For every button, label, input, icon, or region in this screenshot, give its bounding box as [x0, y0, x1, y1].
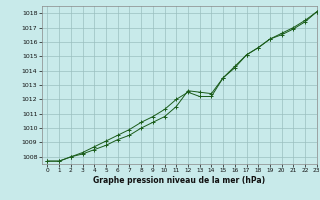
X-axis label: Graphe pression niveau de la mer (hPa): Graphe pression niveau de la mer (hPa) — [93, 176, 265, 185]
